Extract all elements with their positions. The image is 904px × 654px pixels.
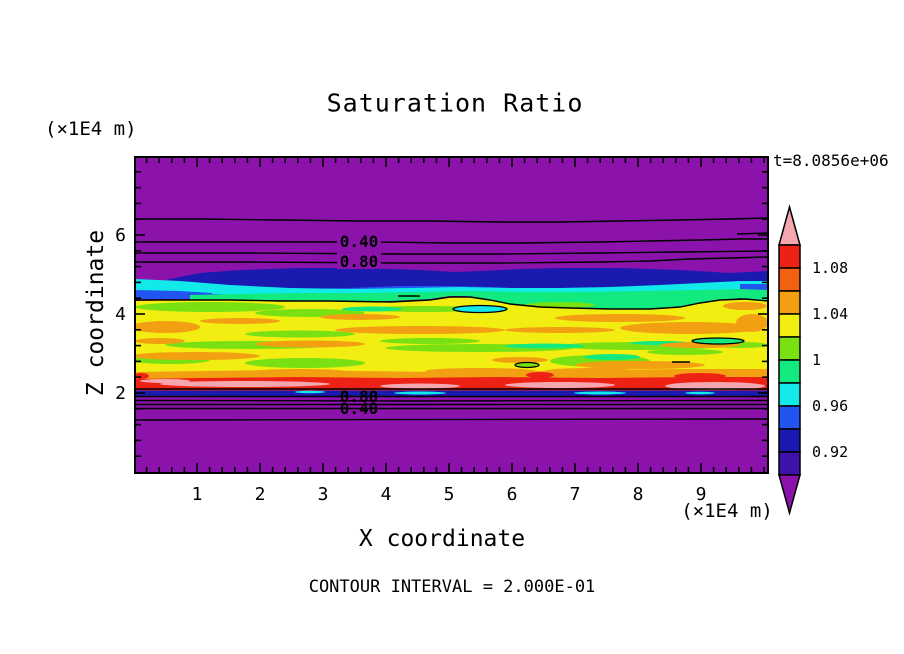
time-annotation: t=8.0856e+06 (773, 151, 889, 170)
y-tick-label: 4 (115, 304, 126, 325)
fill-streak (526, 372, 554, 378)
fill-streak (575, 361, 705, 369)
fill-band (135, 377, 768, 391)
contour-label: 0.40 (340, 232, 379, 251)
fill-streak (335, 326, 505, 334)
fill-streak (245, 330, 355, 338)
contour-label-bg (337, 253, 381, 269)
contour-line (135, 296, 768, 310)
colorbar-tick-label: 0.96 (812, 397, 848, 415)
x-tick-label: 2 (255, 484, 266, 505)
contour-label-bg (337, 233, 381, 249)
contour-line (135, 256, 768, 264)
x-tick-label: 7 (570, 484, 581, 505)
fill-streak (555, 314, 685, 322)
contour-line (736, 232, 768, 235)
x-tick-label: 8 (633, 484, 644, 505)
colorbar-segment (778, 336, 801, 361)
fill-streak (135, 338, 185, 344)
contour-line (135, 238, 768, 244)
contour-label: 0.80 (340, 252, 379, 271)
plot-frame (134, 156, 769, 474)
fill-streak (200, 318, 280, 324)
fill-streak (160, 381, 330, 387)
colorbar-segment (778, 313, 801, 338)
fill-streak (584, 354, 640, 360)
x-tick-label: 3 (318, 484, 329, 505)
x-axis-title: X coordinate (358, 526, 526, 552)
colorbar: 1.08 1.04 1 0.96 0.92 (778, 204, 848, 516)
fill-streak (492, 357, 548, 363)
x-tick-label: 9 (696, 484, 707, 505)
fill-streak (380, 383, 460, 389)
colorbar-segment (778, 244, 801, 269)
y-tick-label: 6 (115, 225, 126, 246)
colorbar-segment (778, 405, 801, 430)
x-tick-label: 4 (381, 484, 392, 505)
colorbar-tick-label: 1.08 (812, 259, 848, 277)
fill-streak (685, 391, 715, 395)
fill-band (190, 289, 768, 309)
contour-label: 0.80 (340, 387, 379, 406)
fill-streak (135, 302, 285, 312)
colorbar-segment (778, 428, 801, 453)
colorbar-segment (778, 382, 801, 407)
contour-line (135, 418, 768, 421)
fill-streak (674, 373, 726, 379)
fill-streak (505, 382, 615, 388)
y-axis-unit-label: (×1E4 m) (45, 118, 137, 140)
colorbar-tick-label: 1 (812, 351, 821, 369)
fill-streak (245, 358, 365, 368)
fill-band (135, 390, 768, 396)
contour-line (135, 250, 768, 255)
fill-streak (505, 343, 585, 349)
colorbar-segment (778, 451, 801, 476)
fill-band (135, 396, 768, 473)
fill-streak (342, 306, 402, 312)
fill-streak (665, 382, 765, 390)
fill-streak (140, 379, 190, 383)
x-tick-label: 6 (507, 484, 518, 505)
fill-streak (380, 338, 480, 344)
fill-streak (320, 314, 400, 320)
contour-fill-layers: 0.400.800.800.40 (135, 157, 768, 473)
contour-line (135, 217, 768, 223)
fill-streak (723, 302, 767, 310)
fill-streak (394, 391, 446, 395)
colorbar-segment (778, 290, 801, 315)
fill-streak (505, 327, 615, 333)
fill-streak (647, 349, 723, 355)
colorbar-segment (778, 359, 801, 384)
x-tick-label: 1 (192, 484, 203, 505)
colorbar-arrow-top (778, 204, 801, 246)
fill-band (165, 268, 768, 291)
contour-interval-caption: CONTOUR INTERVAL = 2.000E-01 (308, 577, 596, 597)
x-tick-label: 5 (444, 484, 455, 505)
contour-label: 0.40 (340, 399, 379, 418)
y-tick-label: 2 (115, 383, 126, 404)
fill-streak (255, 340, 365, 348)
contour-lens (452, 304, 508, 314)
contour-lens (514, 361, 540, 369)
contour-lens (691, 337, 745, 345)
colorbar-segment (778, 267, 801, 292)
axis-tick-labels: 1 2 3 4 5 6 7 8 9 2 4 6 (115, 225, 706, 505)
fill-streak (135, 321, 200, 333)
colorbar-arrow-bottom (778, 474, 801, 516)
fill-streak (295, 390, 325, 394)
fill-streak (736, 314, 768, 332)
colorbar-tick-label: 0.92 (812, 443, 848, 461)
chart-title: Saturation Ratio (326, 88, 584, 118)
axis-ticks (136, 158, 767, 472)
x-axis-unit-label: (×1E4 m) (681, 500, 773, 522)
fill-streak (135, 352, 260, 360)
fill-streak (574, 391, 626, 395)
fill-streak (620, 322, 760, 334)
colorbar-tick-label: 1.04 (812, 305, 848, 323)
contour-line (135, 399, 768, 402)
